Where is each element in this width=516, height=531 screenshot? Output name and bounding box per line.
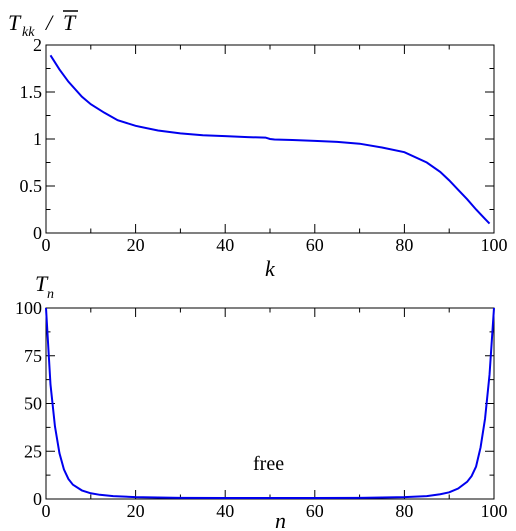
top-ytick-label: 1.5 <box>20 82 43 102</box>
bottom-xtick-label: 0 <box>42 501 51 521</box>
bottom-xtick-label: 20 <box>127 501 145 521</box>
top-ylabel-divider: / <box>44 10 54 35</box>
bottom-ytick-label: 0 <box>33 489 42 509</box>
top-xlabel: k <box>265 256 276 281</box>
bottom-ytick-label: 50 <box>24 394 42 414</box>
top-xtick-label: 100 <box>481 235 508 255</box>
panel-top: 0 20 40 60 80 100 0 0.5 1 1.5 2 T kk / T k <box>8 10 508 281</box>
bottom-xlabel: n <box>275 508 286 531</box>
top-xtick-label: 80 <box>395 235 413 255</box>
top-xtick-label: 0 <box>42 235 51 255</box>
bottom-ylabel-main: T <box>35 271 49 296</box>
top-xtick-label: 60 <box>306 235 324 255</box>
bottom-xtick-label: 100 <box>481 501 508 521</box>
top-xtick-label: 40 <box>216 235 234 255</box>
bottom-xtick-label: 60 <box>306 501 324 521</box>
top-ylabel-main: T <box>8 10 22 35</box>
top-ylabel-sub: kk <box>22 25 35 40</box>
panel-bottom: 0 20 40 60 80 100 0 25 50 75 100 T n n free <box>15 271 508 531</box>
annotation-free: free <box>253 453 284 475</box>
top-ytick-label: 2 <box>33 35 42 55</box>
series-line-bottom <box>45 307 495 500</box>
bottom-ylabel-sub: n <box>47 287 54 302</box>
bottom-ytick-label: 100 <box>15 298 42 318</box>
bottom-ytick-label: 75 <box>24 346 42 366</box>
top-ylabel-denominator: T <box>63 10 77 35</box>
bottom-ytick-label: 25 <box>24 441 42 461</box>
top-ytick-label: 0 <box>33 223 42 243</box>
series-line-top <box>49 54 491 225</box>
top-ytick-label: 0.5 <box>20 176 43 196</box>
bottom-xtick-label: 80 <box>395 501 413 521</box>
bottom-xtick-label: 40 <box>216 501 234 521</box>
top-ytick-label: 1 <box>33 129 42 149</box>
top-xtick-label: 20 <box>127 235 145 255</box>
